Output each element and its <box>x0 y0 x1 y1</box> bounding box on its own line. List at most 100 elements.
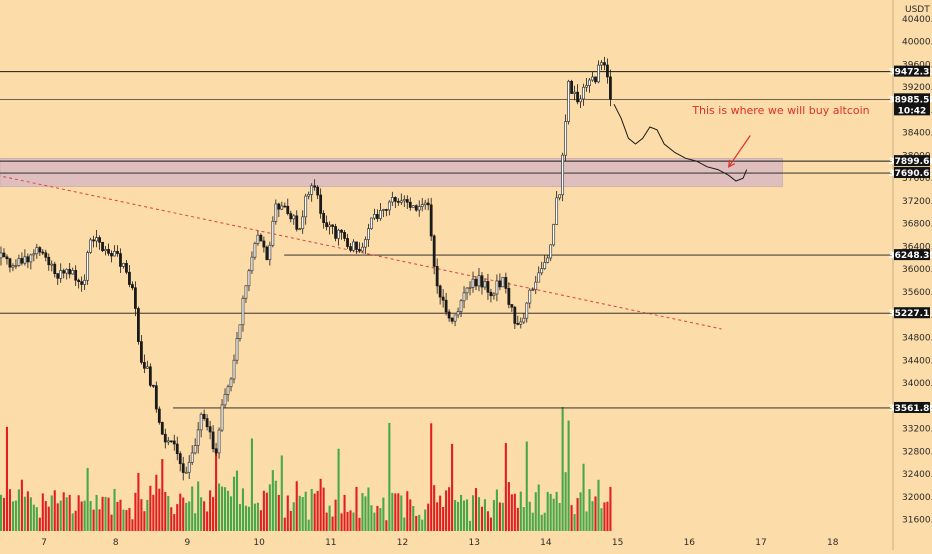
candle-body <box>343 231 346 239</box>
candle-body <box>193 445 197 454</box>
volume-bar <box>477 497 481 531</box>
candle-body <box>367 228 370 240</box>
candle-body <box>172 440 176 445</box>
volume-bar <box>128 508 131 531</box>
candle-body <box>480 275 484 288</box>
volume-bar <box>385 520 388 531</box>
volume-bar <box>370 505 373 531</box>
volume-bar <box>597 479 600 531</box>
candle-body <box>35 247 39 255</box>
volume-bar <box>298 495 301 531</box>
candle-body <box>609 76 612 100</box>
y-tick-label: 32400.00 <box>902 470 932 480</box>
candle-body <box>217 429 221 454</box>
volume-bar <box>319 478 322 531</box>
volume-bar <box>391 492 394 531</box>
volume-bar <box>328 505 331 531</box>
x-tick-label: 10 <box>253 538 265 548</box>
x-tick-label: 7 <box>41 538 47 548</box>
candle-body <box>597 64 600 83</box>
candle-body <box>552 224 556 246</box>
volume-bar <box>53 490 56 531</box>
y-tick-label: 36400.00 <box>902 242 932 252</box>
annotation-arrow-shaft <box>728 135 751 168</box>
candle-body <box>289 213 293 220</box>
candle-body <box>462 292 466 302</box>
volume-bar <box>92 509 95 531</box>
candle-body <box>567 80 571 122</box>
volume-bar <box>513 493 516 531</box>
volume-bar <box>576 498 579 531</box>
volume-bar <box>495 489 498 531</box>
candle-body <box>564 121 568 156</box>
candle-body <box>5 256 9 260</box>
volume-bar <box>480 506 484 531</box>
y-tick-label: 37600.00 <box>902 174 932 184</box>
candle-body <box>298 228 302 231</box>
volume-bar <box>352 512 355 531</box>
volume-bar <box>474 488 478 531</box>
volume-bar <box>262 490 265 531</box>
candle-body <box>549 244 553 259</box>
volume-bar <box>173 514 176 531</box>
volume-bar <box>609 486 612 531</box>
volume-bar <box>540 514 543 531</box>
price-level-label: 38985.58 <box>888 95 932 105</box>
price-axis-background <box>893 0 932 550</box>
candle-body <box>232 359 236 380</box>
candle-body <box>259 234 263 242</box>
volume-bar <box>358 517 361 531</box>
candle-body <box>301 216 305 230</box>
volume-bar <box>158 488 161 531</box>
volume-bar <box>415 515 418 531</box>
candle-body <box>355 241 358 250</box>
candle-body <box>603 62 606 66</box>
currency-label: USDT <box>905 5 930 15</box>
candle-body <box>181 463 185 473</box>
candle-body <box>277 203 281 210</box>
candle-body <box>364 239 367 248</box>
y-tick-label: 39200.00 <box>902 83 932 93</box>
candle-body <box>316 186 320 196</box>
volume-bar <box>23 496 26 531</box>
volume-bar <box>555 491 558 531</box>
candle-body <box>238 324 242 339</box>
candle-body <box>432 235 436 267</box>
volume-bar <box>119 499 122 531</box>
candle-body <box>74 270 78 281</box>
volume-bar <box>546 491 549 531</box>
x-tick-label: 14 <box>540 538 552 548</box>
annotation-arrow-head <box>728 159 736 168</box>
candle-body <box>128 271 131 285</box>
volume-bar <box>373 512 376 531</box>
candle-body <box>438 285 442 298</box>
volume-bar <box>561 407 564 531</box>
price-level-label-box <box>894 401 930 413</box>
volume-bar <box>606 501 609 531</box>
x-tick-label: 15 <box>612 538 623 548</box>
volume-bar <box>516 507 519 531</box>
y-tick-label: 40000.00 <box>902 38 932 48</box>
volume-bar <box>382 497 385 531</box>
candle-body <box>56 273 60 279</box>
volume-bar <box>588 489 591 531</box>
candle-body <box>495 280 499 295</box>
candle-body <box>322 213 326 224</box>
candle-body <box>426 202 430 206</box>
price-level-label-box <box>894 307 930 319</box>
candle-body <box>435 266 439 287</box>
candle-body <box>71 270 75 275</box>
candle-body <box>268 244 272 261</box>
price-level-label: 37899.66 <box>888 157 932 167</box>
volume-bar <box>47 506 50 531</box>
candle-body <box>14 264 18 267</box>
volume-bar <box>191 486 194 531</box>
candle-body <box>139 341 143 363</box>
volume-bar <box>32 504 35 531</box>
candle-body <box>119 253 122 267</box>
volume-bar <box>152 494 155 531</box>
candle-body <box>137 308 140 342</box>
candle-body <box>32 253 36 256</box>
volume-bar <box>346 511 349 531</box>
